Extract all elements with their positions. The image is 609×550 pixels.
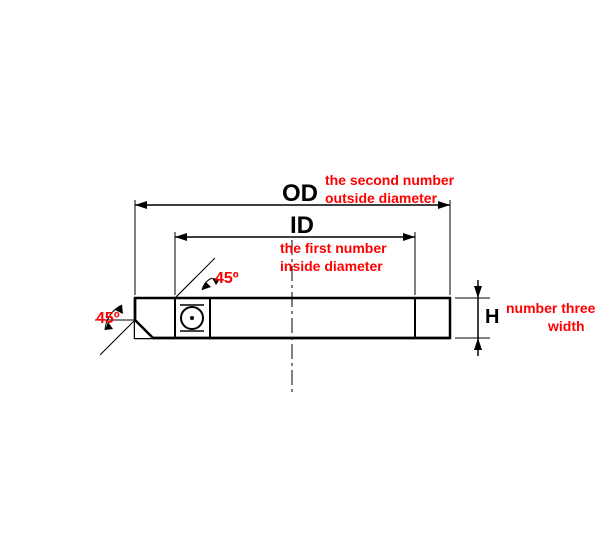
technical-drawing xyxy=(0,0,609,550)
second-number-line2: outside diameter xyxy=(325,190,437,207)
second-number-line1: the second number xyxy=(325,172,454,189)
h-label: H xyxy=(485,306,499,329)
id-label: ID xyxy=(290,212,314,240)
third-number-line2: width xyxy=(548,318,585,335)
diagram-container: { "labels": { "od": "OD", "id": "ID", "h… xyxy=(0,0,609,550)
third-number-line1: number three xyxy=(506,300,595,317)
angle-outer-label: 45º xyxy=(96,310,120,328)
first-number-line2: inside diameter xyxy=(280,258,383,275)
angle-inner-label: 45º xyxy=(215,270,239,288)
od-label: OD xyxy=(282,180,318,208)
first-number-line1: the first number xyxy=(280,240,387,257)
